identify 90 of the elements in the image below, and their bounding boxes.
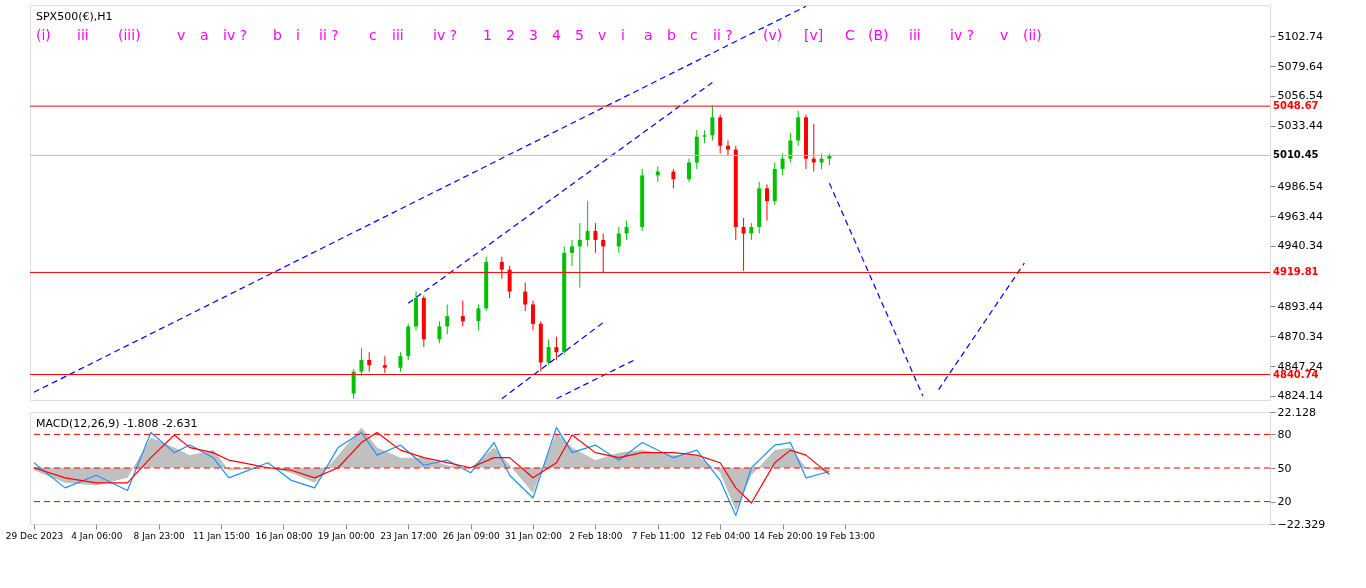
annotation: (iii)	[118, 27, 141, 43]
annotation: b	[273, 27, 282, 43]
candlestick	[460, 300, 465, 327]
annotation: ii ?	[713, 27, 733, 43]
candlestick	[531, 300, 536, 331]
x-tick-label: 11 Jan 15:00	[193, 530, 251, 541]
ref-line-label: 4919.81	[1273, 266, 1319, 278]
y-tick-label: 4824.14	[1277, 389, 1323, 403]
annotation: iv ?	[223, 27, 248, 43]
annotation: iii	[77, 27, 89, 43]
x-tick-label: 4 Jan 06:00	[71, 530, 123, 541]
annotation: a	[200, 27, 209, 43]
y-tick-label: 5102.74	[1277, 29, 1323, 43]
y2-tick-label: 20	[1277, 495, 1292, 509]
candlestick	[577, 222, 582, 289]
annotation: ii ?	[319, 27, 339, 43]
candlestick	[359, 347, 364, 376]
x-tick-label: 23 Jan 17:00	[380, 530, 438, 541]
x-tick-label: 8 Jan 23:00	[133, 530, 186, 541]
candlestick	[476, 303, 481, 331]
x-tick-label: 14 Feb 20:00	[753, 530, 813, 541]
candlestick	[523, 282, 528, 312]
candlestick	[616, 226, 621, 254]
annotation: (B)	[868, 27, 889, 43]
x-tick-label: 31 Jan 02:00	[505, 530, 563, 541]
x-tick-label: 26 Jan 09:00	[442, 530, 500, 541]
y-tick-label: −22.329	[1277, 517, 1326, 531]
ref-line-label: 5048.67	[1273, 100, 1319, 112]
candlestick	[593, 222, 598, 254]
x-tick-label: 19 Jan 00:00	[317, 530, 376, 541]
annotation: v	[1000, 27, 1009, 43]
annotation: a	[644, 27, 653, 43]
candlestick	[367, 351, 372, 373]
annotation: (ii)	[1023, 27, 1042, 43]
candlestick	[585, 200, 590, 247]
y-tick-label: 4893.44	[1277, 299, 1323, 313]
y-tick-label: 5033.44	[1277, 119, 1323, 133]
y-tick-label: 4940.34	[1277, 239, 1323, 253]
annotation: (i)	[36, 27, 51, 43]
x-tick-label: 2 Feb 18:00	[569, 530, 623, 541]
y-tick-label: 4963.44	[1277, 209, 1323, 223]
x-tick-label: 29 Dec 2023	[5, 530, 64, 541]
annotation: c	[690, 27, 698, 43]
x-tick-label: 12 Feb 04:00	[691, 530, 751, 541]
annotation: iii	[392, 27, 404, 43]
annotation: iii	[909, 27, 921, 43]
candlestick	[780, 152, 785, 176]
x-tick-label: 19 Feb 13:00	[815, 530, 876, 541]
candlestick	[570, 239, 575, 267]
candlestick	[351, 368, 356, 400]
y-tick-label: 5079.64	[1277, 59, 1323, 73]
annotation: [v]	[804, 27, 824, 43]
annotation: 1	[483, 27, 492, 43]
candlestick	[764, 183, 769, 222]
y-tick-label: 4870.34	[1277, 329, 1323, 343]
annotation: i	[296, 27, 300, 43]
annotation: 4	[552, 27, 561, 43]
annotation: C	[845, 27, 855, 43]
x-tick-label: 16 Jan 08:00	[255, 530, 313, 541]
candlestick	[624, 220, 629, 241]
text: SPX500(€),H1	[36, 10, 113, 23]
annotation: v	[598, 27, 607, 43]
candlestick	[445, 303, 450, 335]
annotation: (v)	[763, 27, 783, 43]
annotation: c	[369, 27, 377, 43]
y-tick-label: 4986.54	[1277, 179, 1323, 193]
annotation: 5	[575, 27, 584, 43]
candlestick	[398, 351, 403, 373]
candlestick	[796, 110, 801, 147]
annotation: v	[177, 27, 186, 43]
y-tick-label: 22.128	[1277, 405, 1316, 419]
chart-title: MACD(12,26,9) -1.808 -2.631	[36, 417, 198, 430]
candlestick	[546, 338, 551, 366]
annotation: iv ?	[950, 27, 975, 43]
candlestick	[710, 105, 715, 142]
candlestick	[437, 320, 442, 344]
ref-line-label: 5010.45	[1273, 149, 1319, 161]
candlestick	[554, 336, 559, 361]
candlestick	[725, 140, 730, 157]
candlestick	[671, 168, 676, 189]
candlestick	[788, 132, 793, 163]
annotation: b	[667, 27, 676, 43]
annotation: iv ?	[433, 27, 458, 43]
x-tick-label: 7 Feb 11:00	[631, 530, 686, 541]
annotation: i	[621, 27, 625, 43]
y2-tick-label: 50	[1277, 461, 1292, 475]
y2-tick-label: 80	[1277, 427, 1292, 441]
annotation: 3	[529, 27, 538, 43]
annotation: 2	[506, 27, 515, 43]
candlestick	[686, 158, 691, 183]
